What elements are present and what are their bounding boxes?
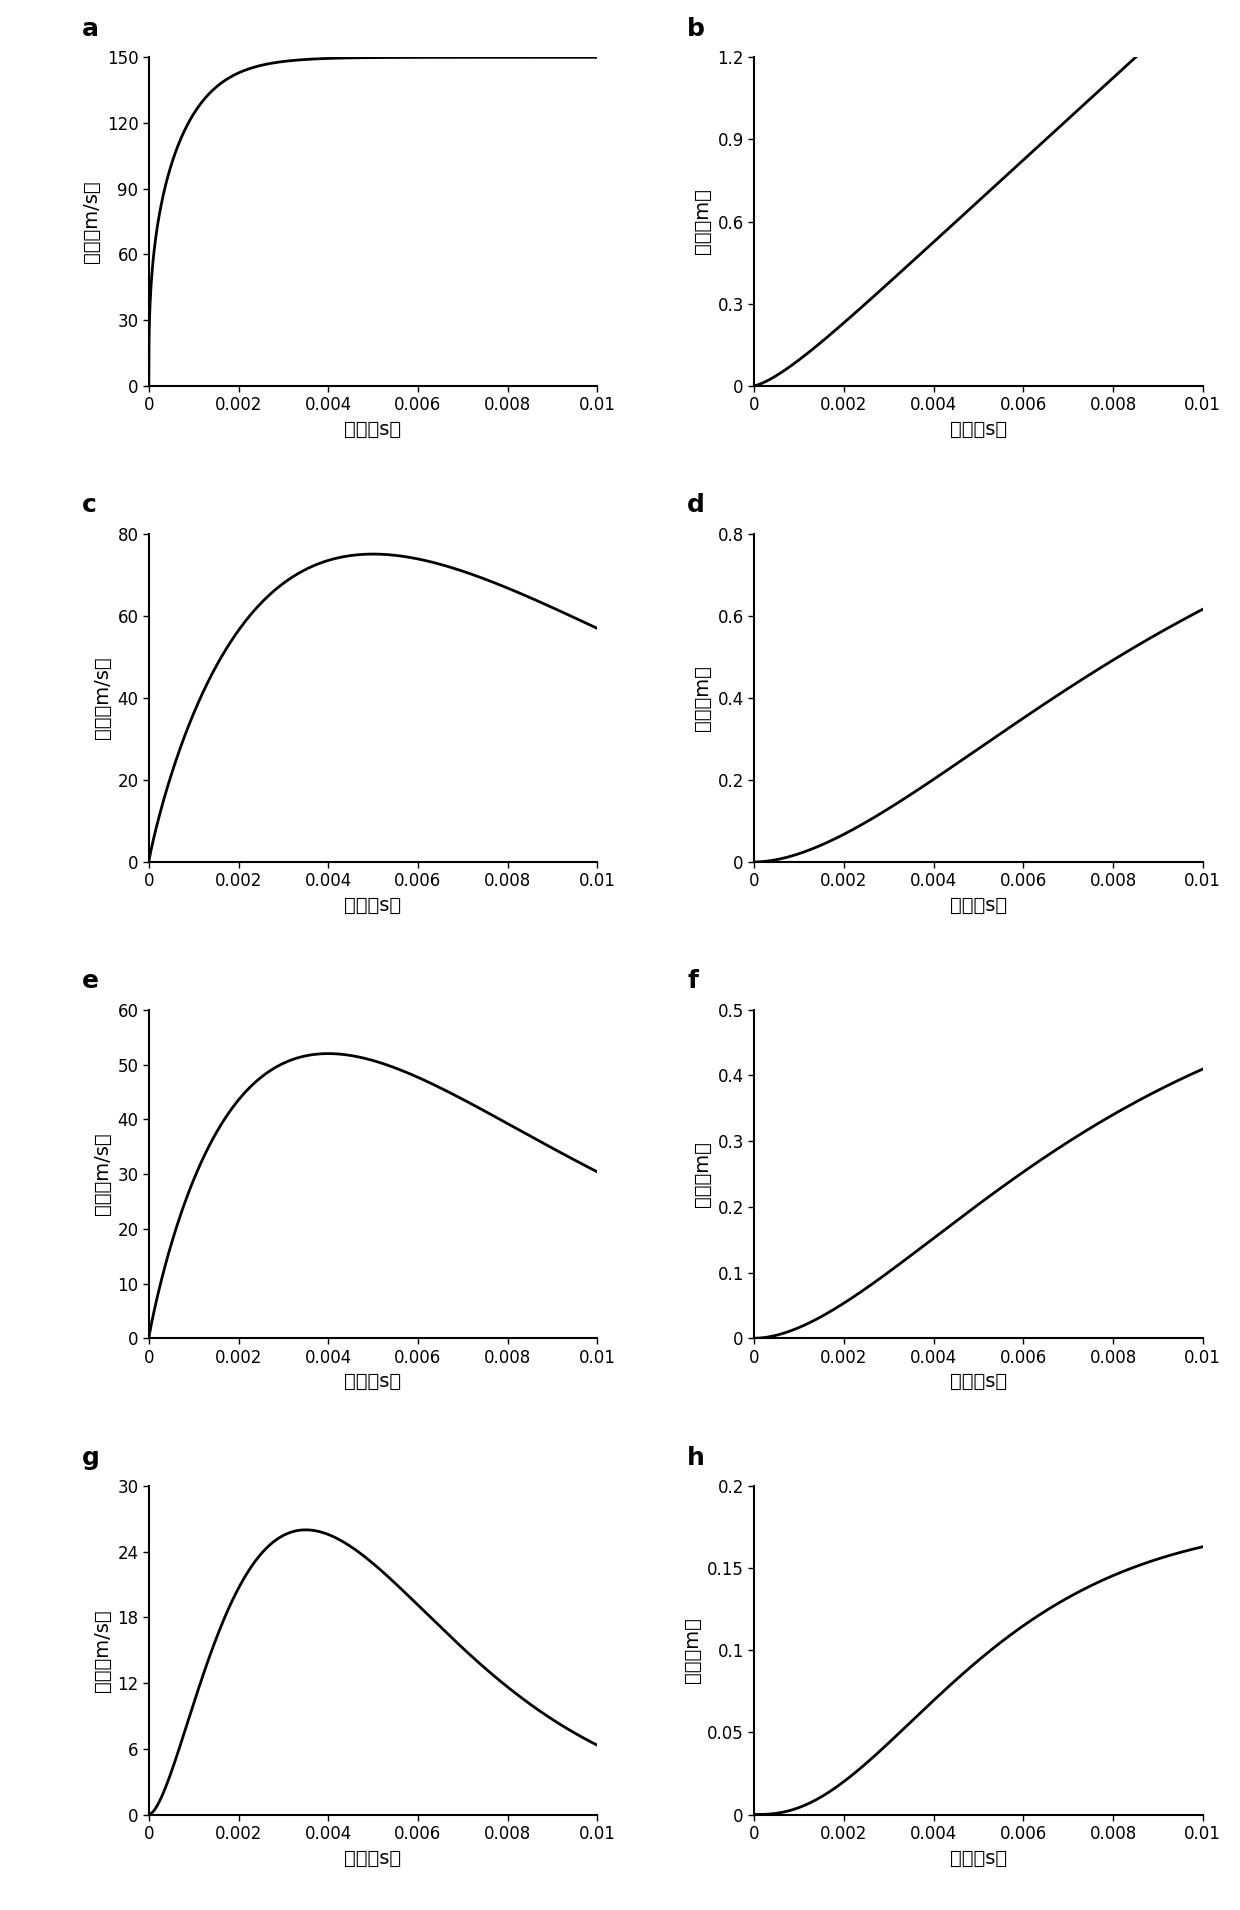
X-axis label: 时间（s）: 时间（s）: [950, 1371, 1007, 1390]
Text: b: b: [687, 17, 704, 40]
Text: h: h: [687, 1446, 704, 1469]
X-axis label: 时间（s）: 时间（s）: [950, 896, 1007, 915]
Y-axis label: 速度（m/s）: 速度（m/s）: [93, 657, 112, 739]
Text: e: e: [82, 970, 98, 993]
X-axis label: 时间（s）: 时间（s）: [345, 420, 402, 439]
X-axis label: 时间（s）: 时间（s）: [345, 1371, 402, 1390]
Y-axis label: 位移（m）: 位移（m）: [693, 1140, 712, 1207]
X-axis label: 时间（s）: 时间（s）: [345, 896, 402, 915]
X-axis label: 时间（s）: 时间（s）: [950, 1849, 1007, 1868]
Y-axis label: 位移（m）: 位移（m）: [693, 189, 712, 254]
Text: a: a: [82, 17, 98, 40]
Text: c: c: [82, 493, 97, 518]
X-axis label: 时间（s）: 时间（s）: [950, 420, 1007, 439]
Text: f: f: [687, 970, 698, 993]
Y-axis label: 位移（m）: 位移（m）: [682, 1618, 702, 1683]
Y-axis label: 速度（m/s）: 速度（m/s）: [93, 1608, 112, 1692]
X-axis label: 时间（s）: 时间（s）: [345, 1849, 402, 1868]
Y-axis label: 速度（m/s）: 速度（m/s）: [93, 1133, 112, 1215]
Y-axis label: 速度（m/s）: 速度（m/s）: [82, 180, 102, 264]
Text: g: g: [82, 1446, 99, 1469]
Y-axis label: 位移（m）: 位移（m）: [693, 665, 712, 732]
Text: d: d: [687, 493, 704, 518]
